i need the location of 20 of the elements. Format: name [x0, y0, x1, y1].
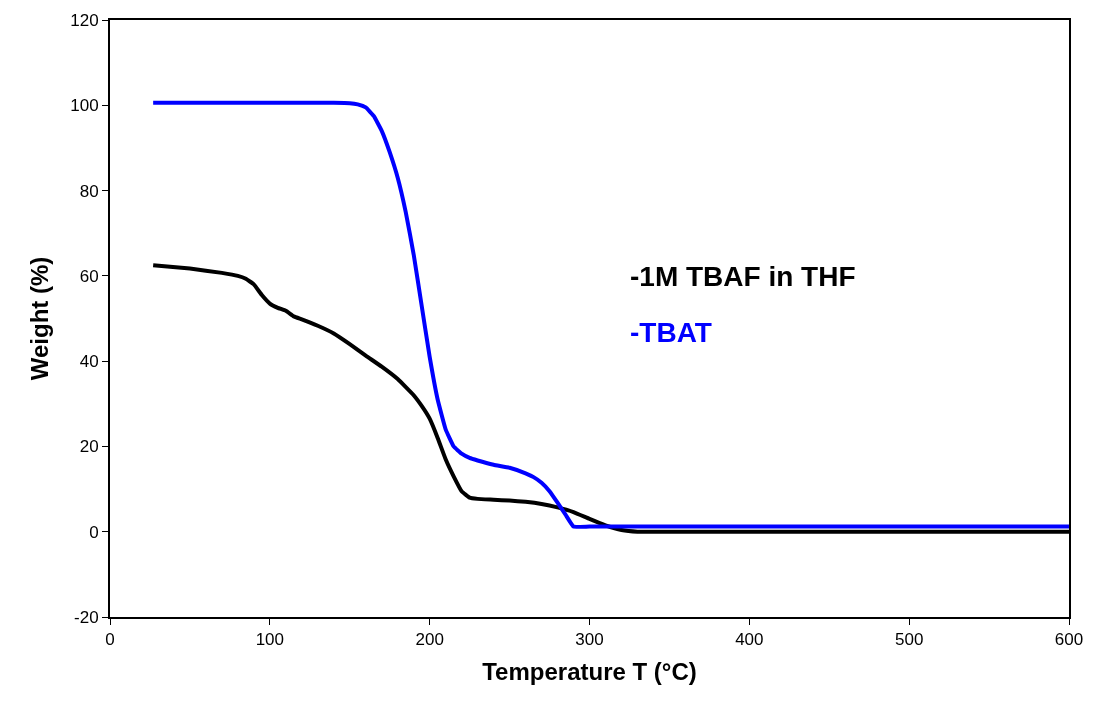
x-tick-label: 500 — [894, 630, 924, 650]
x-tick-label: 300 — [575, 630, 604, 650]
y-tick-label: -20 — [74, 607, 99, 627]
x-tick-label: 600 — [1054, 630, 1084, 650]
y-tick-label: 120 — [70, 10, 99, 30]
y-tick-label: 20 — [79, 437, 99, 457]
line-series — [151, 100, 1069, 529]
y-tick-label: 60 — [79, 266, 99, 286]
x-axis-title: Temperature T (°C) — [482, 658, 697, 686]
text: -TBAT — [630, 317, 712, 348]
y-tick-label: 40 — [79, 352, 99, 372]
x-tick-label: 100 — [255, 630, 285, 650]
x-tick-label: 200 — [415, 630, 444, 650]
y-tick-label: 80 — [79, 181, 99, 201]
y-tick-label: 0 — [89, 522, 99, 542]
y-axis-title: Weight (%) — [25, 256, 53, 381]
x-tick-label: 400 — [735, 630, 764, 650]
y-tick-label: 100 — [70, 96, 99, 116]
text: -1M TBAF in THF — [630, 261, 856, 292]
x-tick-label: 0 — [105, 630, 115, 650]
